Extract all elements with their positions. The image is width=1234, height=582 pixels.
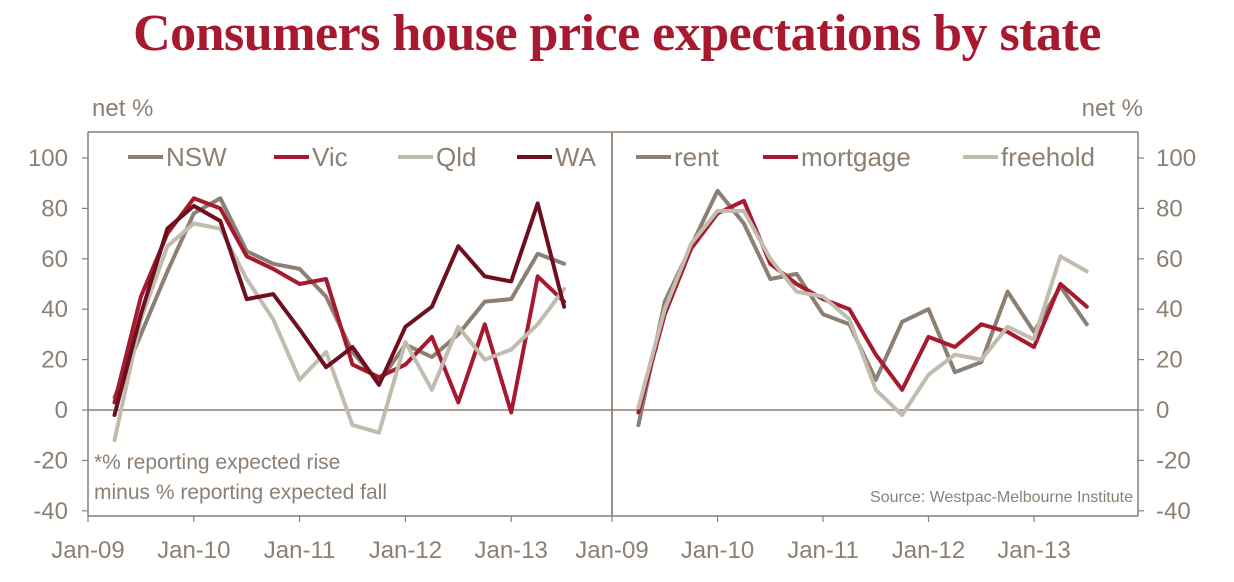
series-layer <box>112 188 1089 443</box>
right-x-tick-label: Jan-10 <box>681 537 754 564</box>
left-series-line-wa <box>112 201 567 417</box>
legend-label-qld: Qld <box>436 142 476 172</box>
right-y-tick-label: -40 <box>1156 498 1191 525</box>
left-y-tick-label: 100 <box>28 145 68 172</box>
left-y-tick-label: 60 <box>41 246 68 273</box>
right-y-tick-label: 80 <box>1156 195 1183 222</box>
legend-label-nsw: NSW <box>166 142 227 172</box>
right-y-tick-label: 20 <box>1156 347 1183 374</box>
left-series-line-qld <box>112 221 567 443</box>
left-x-tick-label: Jan-10 <box>157 537 230 564</box>
source-note: Source: Westpac-Melbourne Institute <box>870 489 1133 506</box>
axes-layer <box>82 131 1144 522</box>
left-y-tick-label: -40 <box>33 498 68 525</box>
right-y-tick-label: 60 <box>1156 246 1183 273</box>
right-x-tick-label: Jan-13 <box>997 537 1070 564</box>
left-y-axis-label: net % <box>92 95 153 122</box>
text-layer: 100 80 60 40 20 0 -20 -40 Jan-09 Jan-10 Jan-11 Jan-… <box>28 95 1196 564</box>
legend-label-mortgage: mortgage <box>801 142 911 172</box>
right-y-tick-label: -20 <box>1156 447 1191 474</box>
left-y-tick-label: 80 <box>41 195 68 222</box>
footnote-line-1: *% reporting expected rise <box>94 451 340 474</box>
left-y-tick-label: 0 <box>55 397 68 424</box>
left-y-tick-label: 20 <box>41 347 68 374</box>
left-x-tick-label: Jan-13 <box>475 537 548 564</box>
right-x-tick-label: Jan-09 <box>575 537 648 564</box>
left-x-tick-label: Jan-09 <box>51 537 124 564</box>
right-y-axis-label: net % <box>1082 95 1143 122</box>
right-x-tick-label: Jan-11 <box>787 537 859 564</box>
left-x-tick-label: Jan-12 <box>369 537 442 564</box>
legend-label-vic: Vic <box>312 142 348 172</box>
left-y-tick-label: 40 <box>41 296 68 323</box>
right-series-line-freehold <box>636 208 1089 417</box>
legend-label-rent: rent <box>674 142 720 172</box>
left-x-tick-label: Jan-11 <box>264 537 336 564</box>
right-y-tick-label: 0 <box>1156 397 1169 424</box>
footnote-line-2: minus % reporting expected fall <box>94 481 387 504</box>
legend-label-freehold: freehold <box>1001 142 1095 172</box>
right-y-tick-label: 40 <box>1156 296 1183 323</box>
chart-title: Consumers house price expectations by st… <box>133 5 1101 62</box>
left-series-line-vic <box>112 196 567 415</box>
left-y-tick-label: -20 <box>33 447 68 474</box>
right-x-tick-label: Jan-12 <box>892 537 965 564</box>
legend-label-wa: WA <box>555 142 597 172</box>
right-y-tick-label: 100 <box>1156 145 1196 172</box>
